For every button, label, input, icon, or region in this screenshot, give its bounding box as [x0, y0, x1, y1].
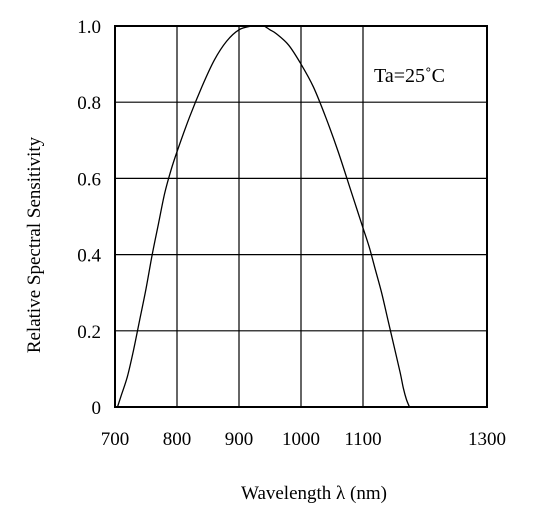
sensitivity-curve	[116, 25, 411, 408]
y-tick-label: 1.0	[77, 17, 101, 38]
x-tick-label: 1000	[282, 429, 320, 450]
x-tick-label: 1100	[344, 429, 381, 450]
y-axis-title: Relative Spectral Sensitivity	[24, 136, 45, 353]
y-tick-label: 0	[92, 398, 102, 419]
x-tick-labels: 700 800 900 1000 1100 1300	[101, 429, 506, 450]
temperature-annotation: Ta=25˚C	[374, 65, 445, 87]
grid	[115, 26, 487, 407]
x-axis-title: Wavelength λ (nm)	[241, 483, 387, 504]
plot-frame	[114, 25, 488, 408]
y-tick-label: 0.2	[77, 322, 101, 343]
x-tick-label: 800	[163, 429, 192, 450]
y-tick-label: 0.8	[77, 93, 101, 114]
x-tick-label: 900	[225, 429, 254, 450]
y-tick-labels: 0 0.2 0.4 0.6 0.8 1.0	[77, 17, 101, 419]
x-tick-label: 1300	[468, 429, 506, 450]
y-tick-label: 0.6	[77, 169, 101, 190]
y-tick-label: 0.4	[77, 246, 101, 267]
x-tick-label: 700	[101, 429, 130, 450]
